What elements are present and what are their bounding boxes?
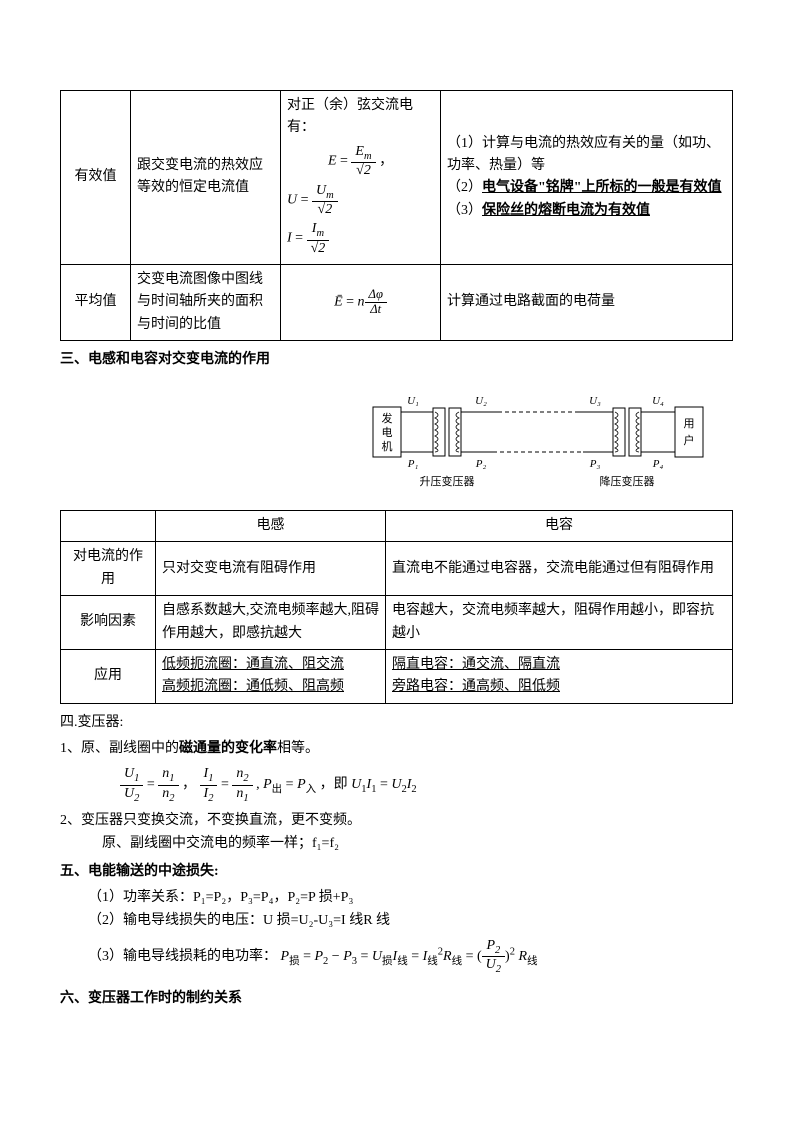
cell-usage: （1）计算与电流的热效应有关的量（如功、功率、热量）等 （2）电气设备"铭牌"上… xyxy=(441,91,733,265)
table-row: 平均值 交变电流图像中图线与时间轴所夹的面积与时间的比值 Ē = nΔφΔt 计… xyxy=(61,264,733,340)
cell-content: 直流电不能通过电容器，交流电能通过但有阻碍作用 xyxy=(386,542,733,596)
gen-text-1: 发 xyxy=(382,411,393,425)
table-row: 电感 电容 xyxy=(61,510,733,541)
section-4-item-2-sub: 原、副线圈中交流电的频率一样；f₁=f₂ xyxy=(60,833,733,855)
section-5-title: 五、电能输送的中途损失: xyxy=(60,861,733,883)
table-row: 有效值 跟交变电流的热效应等效的恒定电流值 对正（余）弦交流电有： E = Em… xyxy=(61,91,733,265)
header-inductor: 电感 xyxy=(156,510,386,541)
app-line-2: 高频扼流圈：通低频、阻高频 xyxy=(162,676,379,698)
cell-label: 对电流的作用 xyxy=(61,542,156,596)
svg-text:升压变压器: 升压变压器 xyxy=(420,474,475,488)
section-6-title: 六、变压器工作时的制约关系 xyxy=(60,988,733,1010)
cell-content: 低频扼流圈：通直流、阻交流 高频扼流圈：通低频、阻高频 xyxy=(156,649,386,703)
table-row: 影响因素 自感系数越大,交流电频率越大,阻碍作用越大，即感抗越大 电容越大，交流… xyxy=(61,596,733,650)
cell-empty xyxy=(61,510,156,541)
section-4-item-1: 1、原、副线圈中的磁通量的变化率相等。 xyxy=(60,738,733,760)
header-capacitor: 电容 xyxy=(386,510,733,541)
table-inductor-capacitor: 电感 电容 对电流的作用 只对交变电流有阻碍作用 直流电不能通过电容器，交流电能… xyxy=(60,510,733,704)
usage-item-1: （1）计算与电流的热效应有关的量（如功、功率、热量）等 xyxy=(447,133,726,178)
cell-usage: 计算通过电路截面的电荷量 xyxy=(441,264,733,340)
cell-label: 应用 xyxy=(61,649,156,703)
gen-text-2: 电 xyxy=(382,426,393,439)
cell-label: 影响因素 xyxy=(61,596,156,650)
usage-item-3: （3）保险丝的熔断电流为有效值 xyxy=(447,200,726,222)
cell-content: 自感系数越大,交流电频率越大,阻碍作用越大，即感抗越大 xyxy=(156,596,386,650)
cell-content: 电容越大，交流电频率越大，阻碍作用越小，即容抗越小 xyxy=(386,596,733,650)
cell-formula: 对正（余）弦交流电有： E = Em√2 ， U = Um√2 I = Im√2 xyxy=(281,91,441,265)
gen-text-3: 机 xyxy=(382,439,393,453)
transformer-diagram: 发 电 机 U₁ P₁ 升压变压器 U₂ P₂ U₃ P₃ xyxy=(60,382,733,500)
cell-desc: 跟交变电流的热效应等效的恒定电流值 xyxy=(131,91,281,265)
svg-text:户: 户 xyxy=(684,433,695,447)
section-4-title: 四.变压器: xyxy=(60,712,733,734)
svg-text:P₃: P₃ xyxy=(589,458,601,470)
svg-text:P₂: P₂ xyxy=(475,458,487,470)
cell-content: 隔直电容：通交流、隔直流 旁路电容：通高频、阻低频 xyxy=(386,649,733,703)
table-row: 应用 低频扼流圈：通直流、阻交流 高频扼流圈：通低频、阻高频 隔直电容：通交流、… xyxy=(61,649,733,703)
section-5-item-2: （2）输电导线损失的电压：U 损=U₂-U₃=I 线R 线 xyxy=(60,910,733,932)
app-line-1: 隔直电容：通交流、隔直流 xyxy=(392,654,726,676)
diagram-svg: 发 电 机 U₁ P₁ 升压变压器 U₂ P₂ U₃ P₃ xyxy=(363,382,713,492)
cell-label: 平均值 xyxy=(61,264,131,340)
svg-text:P₁: P₁ xyxy=(407,458,419,470)
section-3-title: 三、电感和电容对交变电流的作用 xyxy=(60,349,733,371)
svg-text:用: 用 xyxy=(684,418,695,430)
svg-text:U₄: U₄ xyxy=(652,395,664,407)
cell-content: 只对交变电流有阻碍作用 xyxy=(156,542,386,596)
section-5-item-1: （1）功率关系：P₁=P₂，P₃=P₄，P₂=P 损+P₃ xyxy=(60,887,733,909)
svg-text:P₄: P₄ xyxy=(652,458,664,470)
app-line-1: 低频扼流圈：通直流、阻交流 xyxy=(162,654,379,676)
table-row: 对电流的作用 只对交变电流有阻碍作用 直流电不能通过电容器，交流电能通过但有阻碍… xyxy=(61,542,733,596)
section-4-item-2: 2、变压器只变换交流，不变换直流，更不变频。 xyxy=(60,810,733,832)
formula-u: U = Um√2 xyxy=(287,183,434,218)
formula-intro: 对正（余）弦交流电有： xyxy=(287,95,434,140)
svg-text:降压变压器: 降压变压器 xyxy=(600,474,655,488)
cell-desc: 交变电流图像中图线与时间轴所夹的面积与时间的比值 xyxy=(131,264,281,340)
transformer-formula: U1U2 = n1n2 ， I1I2 = n2n1 , P出 = P入 ，即 U… xyxy=(120,766,733,804)
table-effective-average: 有效值 跟交变电流的热效应等效的恒定电流值 对正（余）弦交流电有： E = Em… xyxy=(60,90,733,341)
usage-item-2: （2）电气设备"铭牌"上所标的一般是有效值 xyxy=(447,177,726,199)
svg-text:U₃: U₃ xyxy=(589,395,601,407)
formula-i: I = Im√2 xyxy=(287,221,434,256)
svg-text:U₁: U₁ xyxy=(407,395,419,407)
cell-label: 有效值 xyxy=(61,91,131,265)
cell-formula: Ē = nΔφΔt xyxy=(281,264,441,340)
section-5-item-3: （3）输电导线损耗的电功率： P损 = P2 − P3 = U损I线 = I线2… xyxy=(60,938,733,976)
app-line-2: 旁路电容：通高频、阻低频 xyxy=(392,676,726,698)
formula-e: E = Em√2 ， xyxy=(287,144,434,179)
svg-text:U₂: U₂ xyxy=(475,395,487,407)
